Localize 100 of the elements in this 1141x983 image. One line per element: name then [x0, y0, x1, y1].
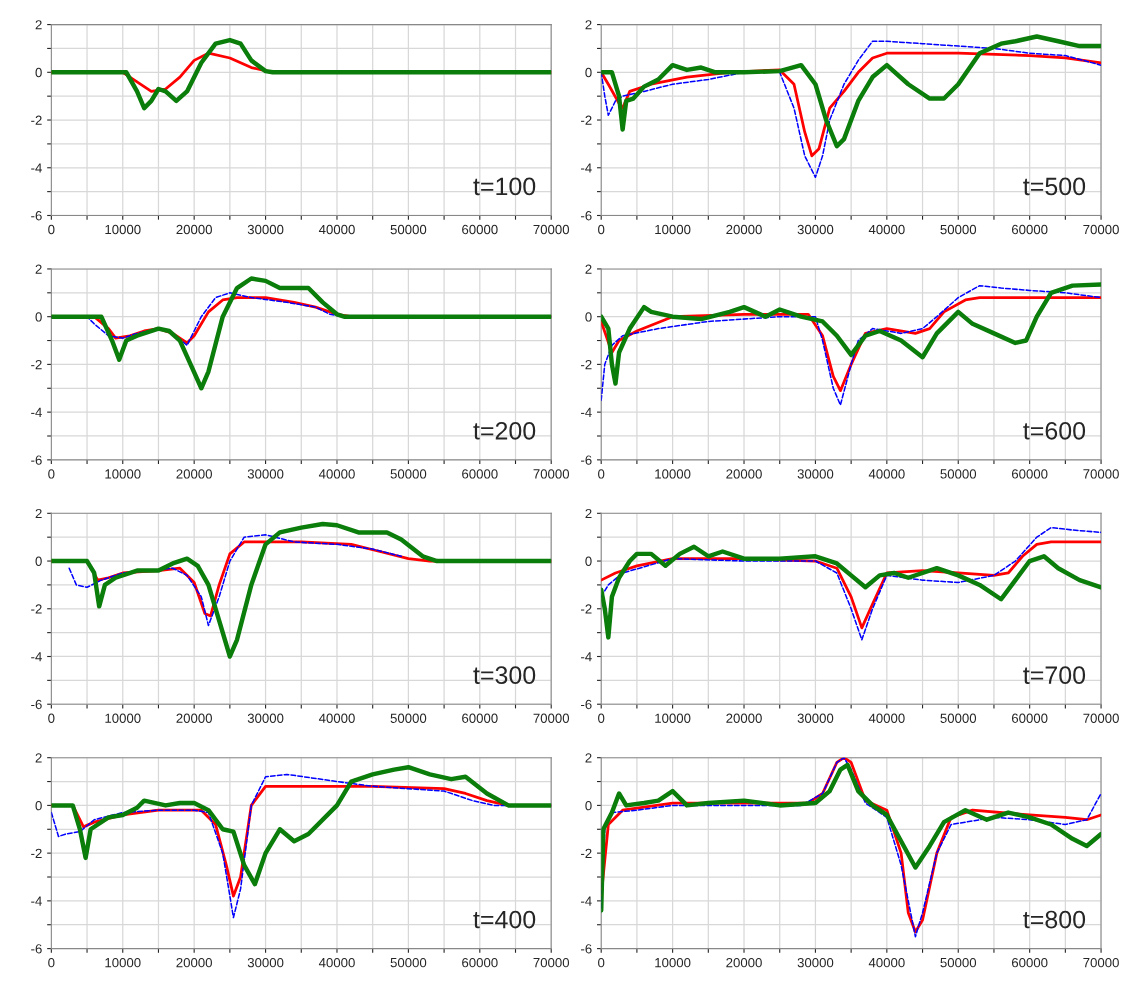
x-tick-label: 30000 — [797, 713, 834, 723]
y-tick-label: -4 — [31, 896, 42, 906]
x-tick-label: 60000 — [462, 224, 498, 235]
y-tick-label: -4 — [581, 652, 592, 662]
y-tick-label: 2 — [35, 508, 42, 519]
x-tick-label: 20000 — [176, 713, 212, 723]
x-tick-label: 20000 — [726, 469, 762, 479]
x-tick-label: 0 — [48, 469, 55, 479]
x-tick-label: 0 — [48, 957, 55, 968]
x-tick-label: 0 — [48, 224, 55, 235]
x-tick-label: 70000 — [533, 713, 570, 723]
x-tick-label: 20000 — [176, 957, 212, 968]
annotation: t=100 — [473, 177, 536, 196]
x-tick-label: 10000 — [105, 713, 141, 723]
y-tick-label: -4 — [581, 163, 592, 173]
x-tick-label: 30000 — [797, 469, 834, 479]
line-series — [601, 40, 1102, 179]
x-tick-label: 70000 — [533, 469, 570, 479]
x-tick-label: 10000 — [655, 713, 691, 723]
annotation: t=300 — [473, 666, 536, 685]
x-tick-label: 30000 — [247, 469, 284, 479]
y-tick-label: 2 — [585, 508, 592, 519]
x-tick-label: 60000 — [1011, 713, 1048, 723]
x-tick-label: 50000 — [940, 224, 977, 235]
y-tick-label: -4 — [581, 407, 592, 417]
annotation: t=600 — [1023, 421, 1086, 440]
y-tick-label: -6 — [31, 455, 42, 465]
y-tick-label: 0 — [35, 67, 42, 78]
x-tick-label: 60000 — [462, 713, 498, 723]
x-tick-label: 50000 — [390, 713, 427, 723]
x-tick-label: 10000 — [105, 469, 141, 479]
x-tick-label: 20000 — [726, 957, 762, 968]
y-tick-label: 0 — [35, 312, 42, 322]
x-tick-label: 70000 — [533, 957, 570, 968]
x-tick-label: 10000 — [655, 957, 691, 968]
x-tick-label: 10000 — [105, 957, 141, 968]
line-series — [601, 526, 1102, 641]
x-tick-label: 60000 — [462, 469, 498, 479]
y-tick-label: -6 — [31, 699, 42, 710]
y-tick-label: 2 — [585, 20, 592, 30]
annotation: t=700 — [1023, 666, 1086, 685]
x-tick-label: 40000 — [318, 957, 355, 968]
annotation: t=800 — [1023, 910, 1086, 929]
x-tick-label: 30000 — [247, 957, 284, 968]
x-tick-label: 50000 — [390, 224, 427, 235]
annotation: t=200 — [473, 421, 536, 440]
y-tick-label: 2 — [585, 753, 592, 763]
y-tick-label: -4 — [581, 896, 592, 906]
x-tick-label: 40000 — [318, 224, 355, 235]
y-tick-label: 2 — [35, 753, 42, 763]
y-tick-label: 2 — [35, 20, 42, 30]
y-tick-label: 0 — [585, 312, 592, 322]
x-tick-label: 60000 — [462, 957, 498, 968]
y-tick-label: -6 — [581, 211, 592, 221]
y-tick-label: -2 — [581, 115, 592, 125]
x-tick-label: 10000 — [655, 224, 691, 235]
line-series — [51, 521, 552, 659]
line-series — [601, 282, 1102, 386]
y-tick-label: -2 — [581, 604, 592, 614]
y-tick-label: -2 — [31, 115, 42, 125]
x-tick-label: 30000 — [247, 224, 284, 235]
x-tick-label: 60000 — [1011, 469, 1048, 479]
line-series — [601, 34, 1102, 149]
x-tick-label: 40000 — [318, 713, 355, 723]
x-tick-label: 30000 — [247, 713, 284, 723]
y-tick-label: -4 — [31, 652, 42, 662]
x-tick-label: 70000 — [1083, 957, 1119, 968]
y-tick-label: -6 — [581, 944, 592, 954]
x-tick-label: 30000 — [797, 224, 834, 235]
line-series — [51, 765, 552, 887]
x-tick-label: 70000 — [1083, 469, 1119, 479]
x-tick-label: 20000 — [176, 469, 212, 479]
y-tick-label: -4 — [31, 407, 42, 417]
y-tick-label: 2 — [585, 264, 592, 274]
x-tick-label: 60000 — [1011, 224, 1048, 235]
x-tick-label: 30000 — [797, 957, 834, 968]
y-tick-label: 0 — [585, 800, 592, 811]
x-tick-label: 0 — [598, 713, 605, 723]
y-tick-label: 0 — [35, 556, 42, 566]
x-tick-label: 50000 — [940, 713, 977, 723]
x-tick-label: 50000 — [940, 957, 977, 968]
x-tick-label: 10000 — [655, 469, 691, 479]
x-tick-label: 40000 — [318, 469, 355, 479]
x-tick-label: 10000 — [105, 224, 141, 235]
x-tick-label: 20000 — [726, 713, 762, 723]
y-tick-label: -2 — [31, 848, 42, 858]
y-tick-label: -6 — [581, 455, 592, 465]
annotation: t=400 — [473, 910, 536, 929]
y-tick-label: -2 — [581, 848, 592, 858]
line-series — [51, 37, 552, 111]
x-tick-label: 20000 — [726, 224, 762, 235]
y-tick-label: 0 — [585, 67, 592, 78]
x-tick-label: 50000 — [940, 469, 977, 479]
y-tick-label: 0 — [585, 556, 592, 566]
x-tick-label: 40000 — [868, 469, 905, 479]
y-tick-label: -6 — [31, 944, 42, 954]
x-tick-label: 50000 — [390, 469, 427, 479]
x-tick-label: 20000 — [176, 224, 212, 235]
x-tick-label: 0 — [48, 713, 55, 723]
x-tick-label: 0 — [598, 469, 605, 479]
